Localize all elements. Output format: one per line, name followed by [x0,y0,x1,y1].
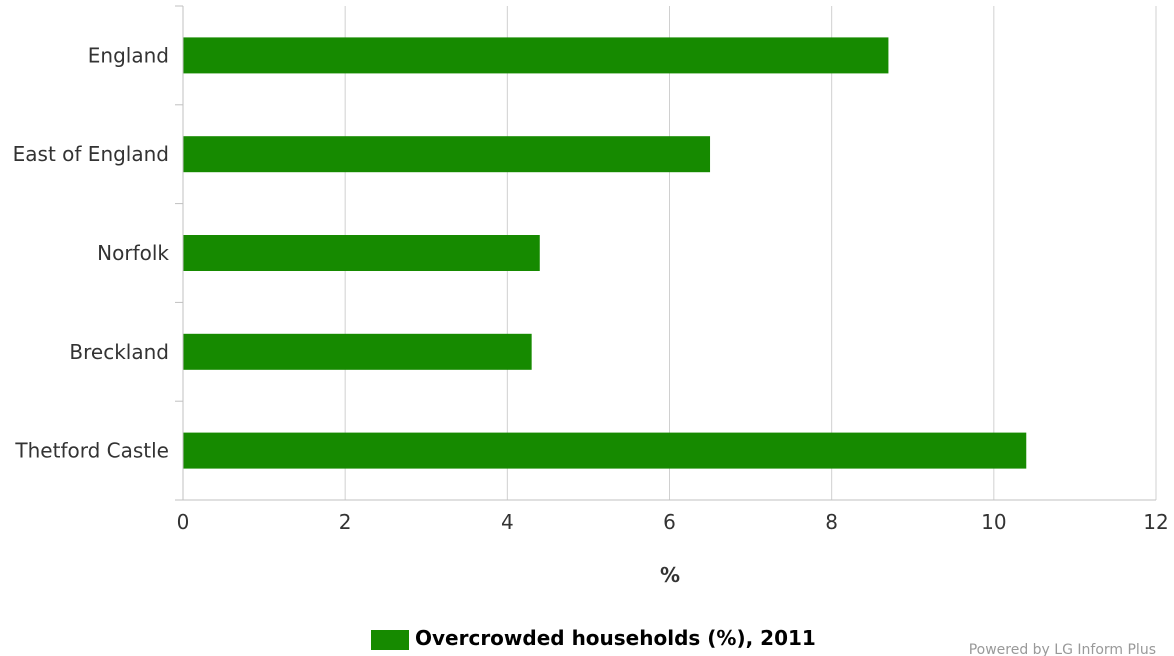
category-label: Breckland [69,340,169,364]
bar[interactable] [183,333,532,370]
category-label: Thetford Castle [14,439,169,463]
legend-label: Overcrowded households (%), 2011 [415,626,816,650]
category-label: East of England [13,142,169,166]
gridlines [344,6,1157,500]
x-axis-title: % [660,563,680,587]
category-labels: England East of England Norfolk Breckland Th… [13,43,170,462]
x-tick-label: 2 [339,510,352,534]
x-tick-label: 6 [663,510,676,534]
x-tick-labels: 0 2 4 6 8 10 12 [177,510,1169,534]
x-tick-label: 0 [177,510,190,534]
bar[interactable] [183,136,711,173]
bar[interactable] [183,235,540,271]
x-tick-label: 10 [981,510,1006,534]
x-tick-label: 4 [501,510,514,534]
legend-swatch [371,630,409,650]
credit-text[interactable]: Powered by LG Inform Plus [969,642,1156,656]
x-tick-label: 8 [825,510,838,534]
x-tick-label: 12 [1143,510,1168,534]
category-label: England [88,43,169,67]
category-label: Norfolk [97,241,169,265]
bar[interactable] [183,432,1027,469]
bar[interactable] [183,37,889,74]
legend[interactable]: Overcrowded households (%), 2011 [371,626,816,650]
axes [175,5,1156,501]
bars [183,37,1027,469]
